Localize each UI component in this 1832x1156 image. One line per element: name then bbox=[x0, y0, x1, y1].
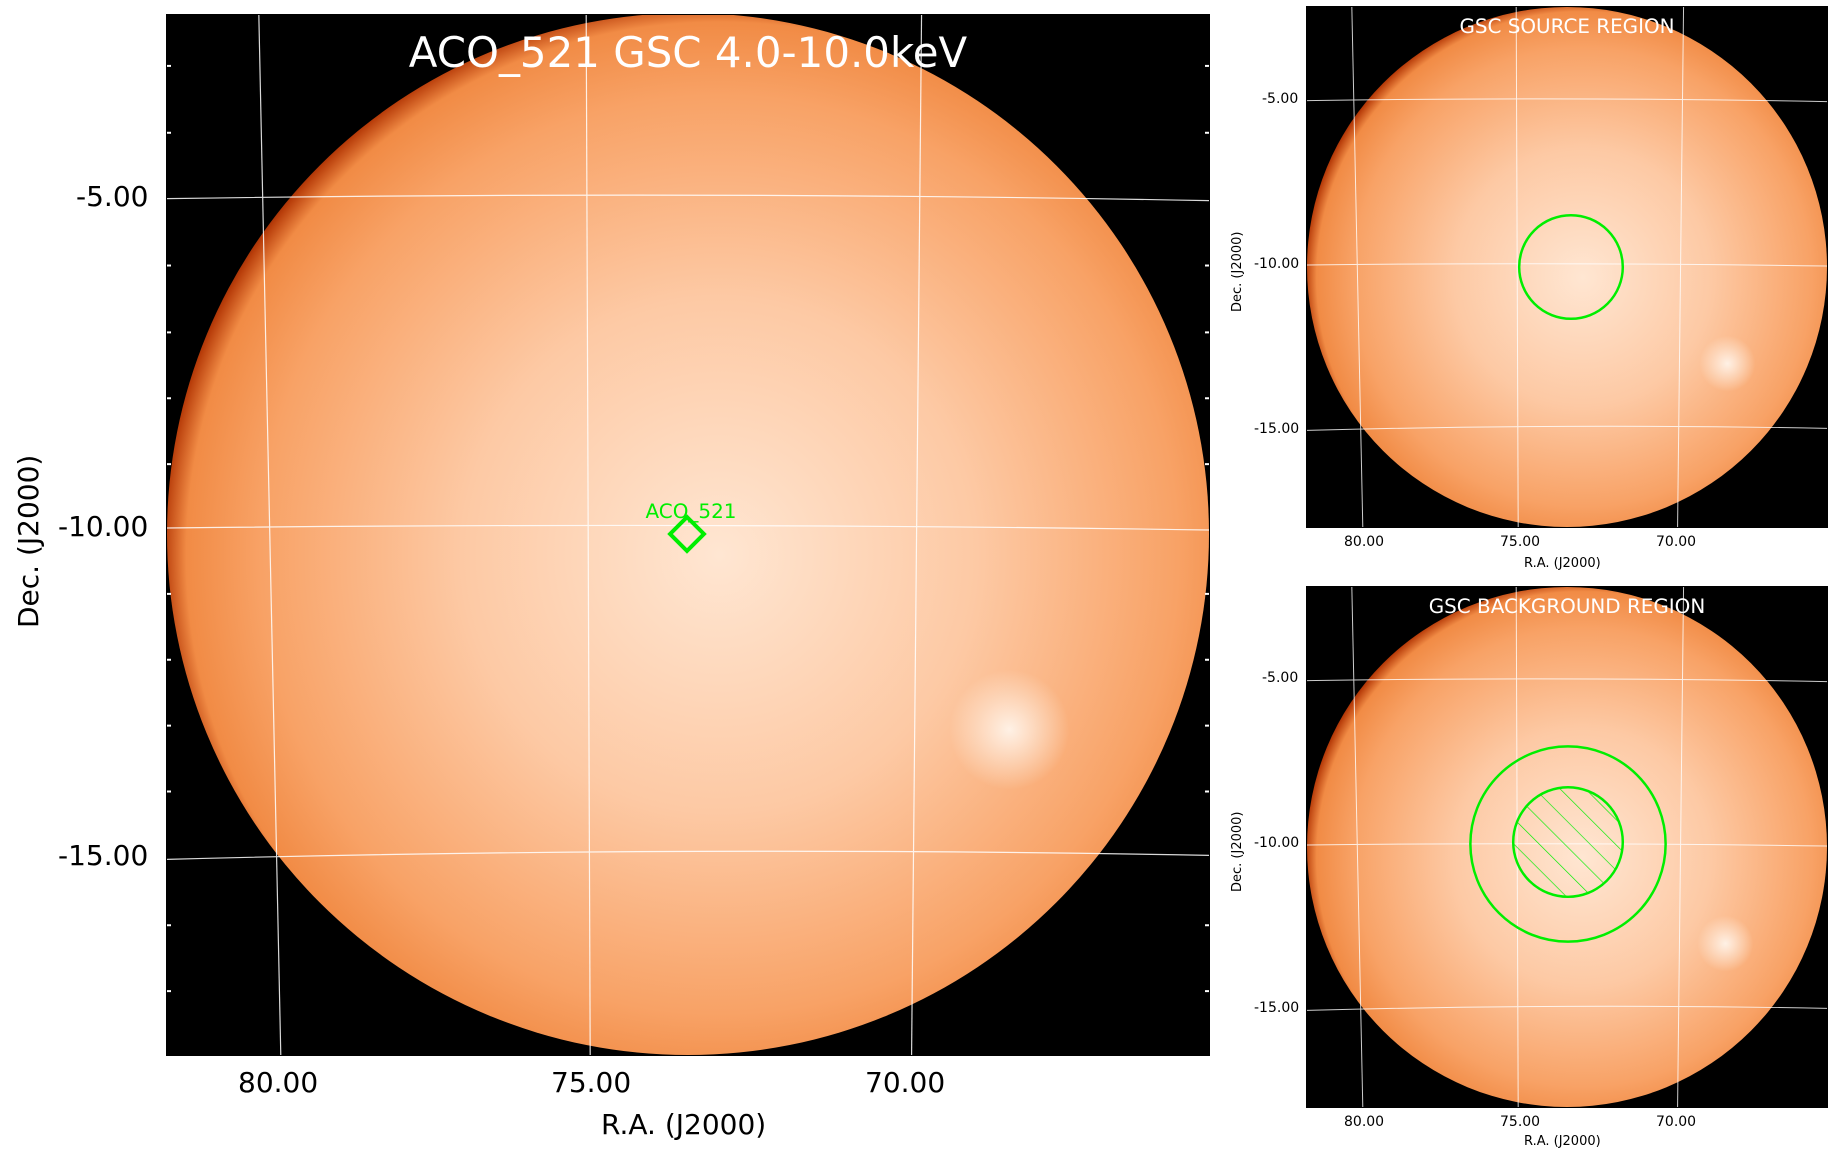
source-ytick-1: -5.00 bbox=[1262, 91, 1299, 107]
coordinate-grid bbox=[167, 15, 1209, 1055]
background-ytick-2: -10.00 bbox=[1254, 835, 1300, 851]
bright-source-blob bbox=[1699, 335, 1756, 392]
main-xtick-1: 80.00 bbox=[238, 1066, 319, 1099]
source-region-image: GSC SOURCE REGION bbox=[1307, 7, 1827, 527]
source-label: ACO_521 bbox=[645, 499, 736, 523]
background-xtick-2: 75.00 bbox=[1500, 1114, 1541, 1130]
exposure-disk bbox=[1307, 7, 1827, 527]
source-diamond-marker bbox=[667, 514, 707, 554]
background-xtick-1: 80.00 bbox=[1344, 1114, 1385, 1130]
background-ytick-1: -5.00 bbox=[1262, 670, 1299, 686]
background-region-image: GSC BACKGROUND REGION bbox=[1307, 587, 1827, 1107]
exposure-disk bbox=[167, 15, 1209, 1055]
main-image: ACO_521 ACO_521 GSC 4.0-10.0keV bbox=[167, 15, 1209, 1055]
source-xlabel: R.A. (J2000) bbox=[1524, 556, 1601, 571]
source-ytick-3: -15.00 bbox=[1254, 421, 1300, 437]
main-ytick-1: -5.00 bbox=[76, 180, 149, 213]
source-region-panel: GSC SOURCE REGION bbox=[1306, 6, 1828, 528]
main-xlabel: R.A. (J2000) bbox=[601, 1108, 767, 1141]
edge-ticks bbox=[167, 64, 1209, 993]
background-ytick-3: -15.00 bbox=[1254, 1000, 1300, 1016]
source-xtick-2: 75.00 bbox=[1500, 534, 1541, 550]
background-region-panel: GSC BACKGROUND REGION bbox=[1306, 586, 1828, 1108]
main-xtick-3: 70.00 bbox=[865, 1066, 946, 1099]
background-xlabel: R.A. (J2000) bbox=[1524, 1134, 1601, 1149]
source-region-circle bbox=[1517, 213, 1625, 321]
inner-exclusion-circle bbox=[1511, 785, 1625, 899]
background-xtick-3: 70.00 bbox=[1656, 1114, 1697, 1130]
source-panel-title: GSC SOURCE REGION bbox=[1459, 15, 1674, 38]
bright-source-blob bbox=[949, 669, 1070, 790]
bright-source-blob bbox=[1697, 915, 1754, 972]
excluded-hatch-area bbox=[1513, 787, 1623, 897]
source-xtick-3: 70.00 bbox=[1656, 534, 1697, 550]
source-xtick-1: 80.00 bbox=[1344, 534, 1385, 550]
background-ylabel: Dec. (J2000) bbox=[1230, 811, 1245, 892]
main-xtick-2: 75.00 bbox=[551, 1066, 632, 1099]
main-ylabel: Dec. (J2000) bbox=[12, 454, 45, 628]
background-panel-title: GSC BACKGROUND REGION bbox=[1429, 595, 1705, 618]
source-ytick-2: -10.00 bbox=[1254, 256, 1300, 272]
main-image-panel: ACO_521 ACO_521 GSC 4.0-10.0keV bbox=[166, 14, 1210, 1056]
main-title: ACO_521 GSC 4.0-10.0keV bbox=[409, 28, 968, 77]
source-ylabel: Dec. (J2000) bbox=[1230, 231, 1245, 312]
main-ytick-2: -10.00 bbox=[58, 510, 149, 543]
main-ytick-3: -15.00 bbox=[58, 839, 149, 872]
outer-background-circle bbox=[1469, 745, 1667, 943]
coordinate-grid bbox=[1307, 7, 1827, 527]
